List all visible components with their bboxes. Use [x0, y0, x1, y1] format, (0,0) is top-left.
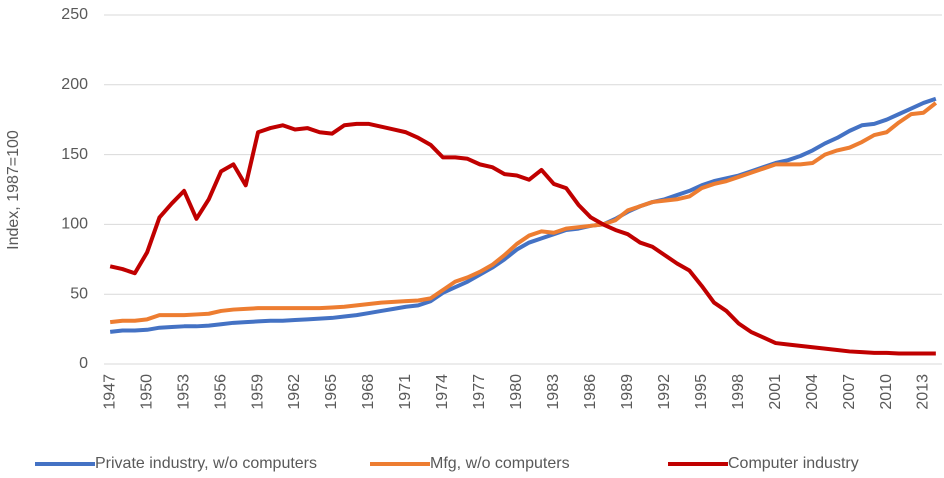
- x-tick-label: 2004: [804, 374, 821, 410]
- x-tick-label: 1980: [508, 374, 525, 410]
- x-tick-label: 1962: [286, 374, 303, 410]
- x-tick-label: 1950: [138, 374, 155, 410]
- series-line: [109, 96, 937, 334]
- x-tick-label: 1977: [471, 374, 488, 410]
- legend-label: Mfg, w/o computers: [430, 455, 570, 472]
- y-tick-label: 250: [61, 6, 88, 23]
- x-tick-label: 2013: [915, 374, 932, 410]
- legend-label: Computer industry: [728, 455, 859, 472]
- x-tick-label: 1947: [101, 374, 118, 410]
- series-line: [109, 121, 936, 356]
- x-tick-label: 1971: [397, 374, 414, 410]
- series-line: [109, 101, 938, 325]
- y-tick-label: 150: [61, 146, 88, 163]
- x-tick-label: 2001: [767, 374, 784, 410]
- x-tick-label: 1986: [582, 374, 599, 410]
- x-tick-label: 2010: [878, 374, 895, 410]
- x-tick-label: 1983: [545, 374, 562, 410]
- x-tick-label: 1953: [175, 374, 192, 410]
- x-tick-label: 1959: [249, 374, 266, 410]
- x-tick-label: 1998: [730, 374, 747, 410]
- legend-label: Private industry, w/o computers: [95, 455, 317, 472]
- x-tick-label: 1992: [656, 374, 673, 410]
- y-tick-label: 0: [79, 355, 88, 372]
- x-tick-label: 1956: [212, 374, 229, 410]
- y-axis-label: Index, 1987=100: [5, 130, 22, 250]
- x-tick-label: 2007: [841, 374, 858, 410]
- y-tick-label: 100: [61, 216, 88, 233]
- y-tick-label: 200: [61, 76, 88, 93]
- x-tick-label: 1965: [323, 374, 340, 410]
- x-tick-label: 1968: [360, 374, 377, 410]
- x-tick-label: 1995: [693, 374, 710, 410]
- y-tick-label: 50: [70, 285, 88, 302]
- x-tick-label: 1989: [619, 374, 636, 410]
- x-tick-label: 1974: [434, 374, 451, 410]
